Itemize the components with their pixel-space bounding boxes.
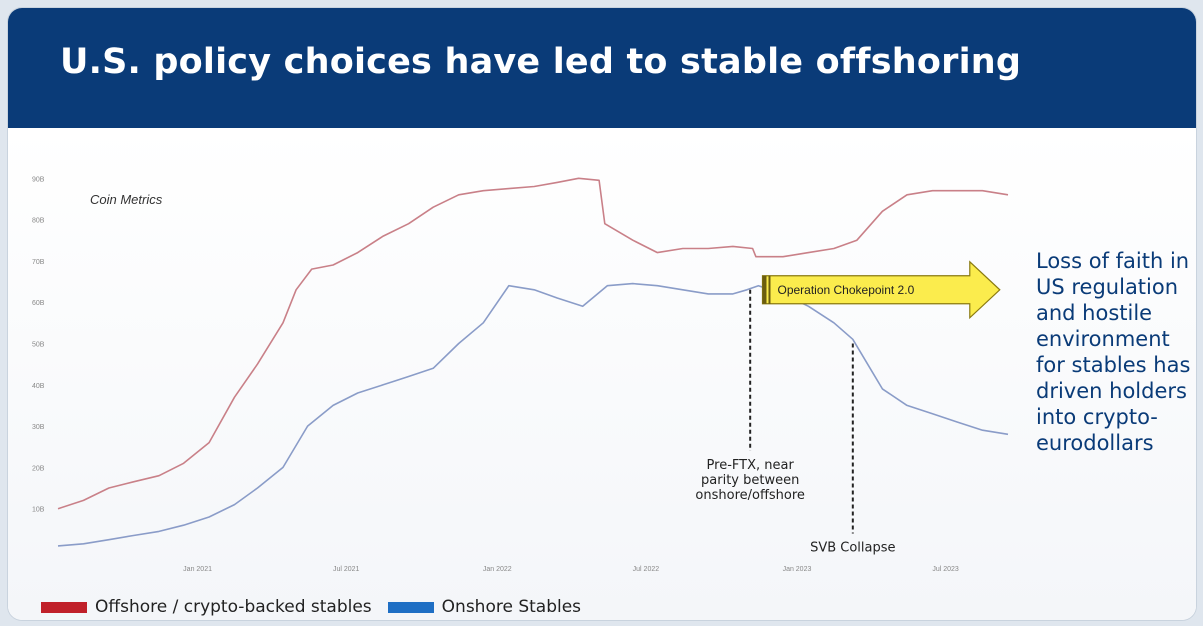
x-tick-label: Jan 2023 bbox=[783, 566, 812, 573]
y-tick-label: 60B bbox=[32, 300, 45, 307]
x-tick-label: Jan 2021 bbox=[183, 566, 212, 573]
y-tick-label: 70B bbox=[32, 259, 45, 266]
legend-swatch-offshore bbox=[41, 601, 87, 613]
x-tick-label: Jul 2023 bbox=[932, 566, 959, 573]
plot-background bbox=[8, 128, 1196, 620]
annotation-label: parity between bbox=[701, 473, 799, 488]
y-tick-label: 30B bbox=[32, 424, 45, 431]
legend-swatch-onshore bbox=[387, 601, 434, 613]
onshore-series-line bbox=[57, 282, 1009, 547]
y-tick-label: 90B bbox=[32, 176, 45, 183]
legend-label-onshore: Onshore Stables bbox=[441, 597, 582, 617]
chokepoint-arrow-label: Operation Chokepoint 2.0 bbox=[777, 283, 914, 297]
arrow-tail-bar bbox=[768, 275, 771, 304]
annotation-label: onshore/offshore bbox=[695, 488, 805, 503]
annotation-label: Pre-FTX, near bbox=[707, 458, 795, 473]
legend-item-offshore: Offshore / crypto-backed stables bbox=[41, 597, 372, 617]
y-tick-label: 40B bbox=[32, 383, 45, 390]
slide: U.S. policy choices have led to stable o… bbox=[8, 8, 1196, 620]
chokepoint-arrow bbox=[761, 260, 1001, 320]
offshore-series-line bbox=[57, 177, 1009, 510]
legend: Offshore / crypto-backed stables Onshore… bbox=[41, 596, 589, 618]
chart-source-label: Coin Metrics bbox=[90, 192, 163, 207]
arrow-tail-bar bbox=[762, 275, 767, 304]
title-banner: U.S. policy choices have led to stable o… bbox=[8, 8, 1196, 128]
x-tick-label: Jul 2022 bbox=[633, 566, 660, 573]
y-tick-label: 80B bbox=[32, 218, 45, 225]
slide-title: U.S. policy choices have led to stable o… bbox=[60, 42, 1022, 82]
x-tick-label: Jan 2022 bbox=[483, 566, 512, 573]
y-tick-label: 50B bbox=[32, 341, 45, 348]
annotation-label: SVB Collapse bbox=[810, 540, 895, 555]
side-note: Loss of faith in US regulation and hosti… bbox=[1036, 249, 1191, 455]
legend-item-onshore: Onshore Stables bbox=[387, 597, 582, 617]
x-tick-label: Jul 2021 bbox=[333, 566, 360, 573]
legend-label-offshore: Offshore / crypto-backed stables bbox=[95, 597, 372, 617]
y-tick-label: 20B bbox=[32, 465, 45, 472]
line-chart: Coin Metrics 10B 20B 30B 40B 50B 60B 70B 80B 90B J… bbox=[32, 176, 1009, 573]
y-tick-label: 10B bbox=[32, 507, 45, 514]
